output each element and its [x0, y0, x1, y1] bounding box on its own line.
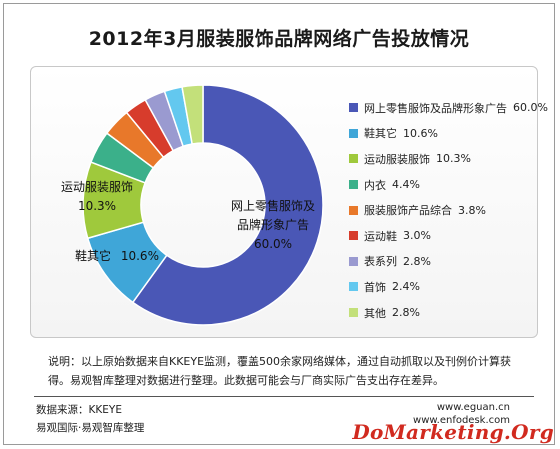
legend-item: 内衣 4.4%: [349, 172, 539, 198]
legend-value: 3.8%: [458, 203, 486, 217]
data-label-sportswear: 运动服装服饰 10.3%: [61, 180, 134, 213]
footer-right: www.eguan.cn www.enfodesk.com: [413, 401, 510, 427]
legend-item: 首饰 2.4%: [349, 274, 539, 300]
legend-label: 运动服装服饰: [364, 152, 430, 166]
legend-item: 网上零售服饰及品牌形象广告 60.0%: [349, 95, 548, 121]
legend-value: 2.4%: [392, 280, 420, 294]
data-source: 数据来源：KKEYE: [36, 404, 122, 416]
donut-chart: [82, 84, 324, 326]
legend-swatch: [349, 128, 358, 138]
legend-value: 60.0%: [513, 101, 548, 115]
legend-item: 运动服装服饰 10.3%: [349, 146, 539, 172]
data-label-shoes-other: 鞋其它 10.6%: [75, 249, 159, 263]
legend-swatch: [349, 256, 358, 266]
chart-title: 2012年3月服装服饰品牌网络广告投放情况: [88, 28, 470, 50]
chart-frame: 2012年3月服装服饰品牌网络广告投放情况 网上零售服饰及品牌形象广告 60.0%…: [3, 3, 555, 445]
legend-label: 内衣: [364, 178, 386, 192]
legend-item: 服装服饰产品综合 3.8%: [349, 197, 539, 223]
legend-label: 表系列: [364, 255, 397, 269]
legend-value: 4.4%: [392, 178, 420, 192]
footer-divider: [34, 396, 534, 397]
legend-label: 网上零售服饰及品牌形象广告: [364, 101, 507, 115]
legend-value: 2.8%: [392, 306, 420, 320]
legend-value: 2.8%: [403, 254, 431, 268]
watermark-logo: DoMarketing.Org: [352, 420, 554, 444]
legend-swatch: [349, 103, 358, 113]
data-label-online-retail: 网上零售服饰及 品牌形象广告 60.0%: [231, 199, 316, 251]
legend-swatch: [349, 282, 358, 292]
explanation-note: 说明：以上原始数据来自KKEYE监测，覆盖500余家网络媒体，通过自动抓取以及刊…: [48, 355, 512, 387]
legend-item: 鞋其它 10.6%: [349, 121, 539, 147]
legend-label: 首饰: [364, 280, 386, 294]
legend-swatch: [349, 154, 358, 164]
legend-label: 运动鞋: [364, 229, 397, 243]
plot-area: 网上零售服饰及品牌形象广告 60.0% 鞋其它 10.6% 运动服装服饰 10.3% 内衣 4…: [30, 66, 548, 338]
legend-item: 其他 2.8%: [349, 300, 539, 326]
legend-swatch: [349, 180, 358, 190]
site-enfodesk: www.enfodesk.com: [413, 415, 510, 426]
legend-label: 鞋其它: [364, 127, 397, 141]
organization: 易观国际·易观智库整理: [36, 422, 145, 434]
legend-swatch: [349, 308, 358, 318]
legend-swatch: [349, 205, 358, 215]
donut-slice-1: [131, 84, 324, 326]
legend: 网上零售服饰及品牌形象广告 60.0% 鞋其它 10.6% 运动服装服饰 10.3% 内衣 4…: [349, 95, 548, 326]
legend-label: 其他: [364, 306, 386, 320]
legend-value: 10.3%: [436, 152, 471, 166]
legend-item: 表系列 2.8%: [349, 249, 539, 275]
footer-left: 数据来源：KKEYE 易观国际·易观智库整理: [36, 401, 144, 437]
donut-slice-9: [181, 84, 204, 145]
legend-item: 运动鞋 3.0%: [349, 223, 539, 249]
legend-value: 10.6%: [403, 126, 438, 140]
site-eguan: www.eguan.cn: [436, 402, 510, 413]
legend-label: 服装服饰产品综合: [364, 204, 452, 218]
legend-value: 3.0%: [403, 229, 431, 243]
legend-swatch: [349, 231, 358, 241]
